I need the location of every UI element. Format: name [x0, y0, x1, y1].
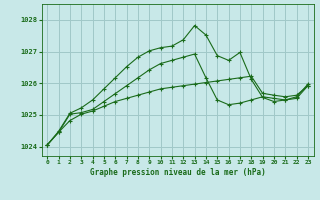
X-axis label: Graphe pression niveau de la mer (hPa): Graphe pression niveau de la mer (hPa)	[90, 168, 266, 177]
